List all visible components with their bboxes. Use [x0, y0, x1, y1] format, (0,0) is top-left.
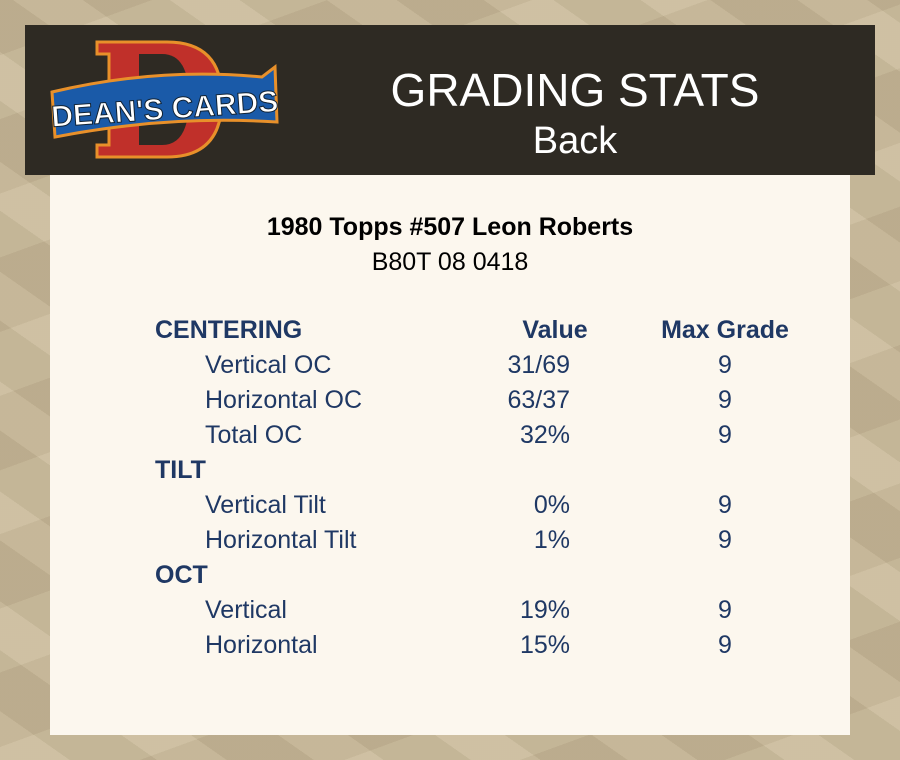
stat-label: Horizontal — [205, 631, 318, 659]
stat-label: Horizontal Tilt — [205, 526, 357, 554]
stat-max-grade: 9 — [718, 351, 732, 379]
stat-label: Total OC — [205, 421, 303, 449]
stat-label: Vertical — [205, 596, 287, 624]
stat-value: 32% — [519, 421, 570, 449]
section-header: CENTERING Value Max Grade — [50, 316, 850, 351]
stat-max-grade: 9 — [718, 386, 732, 414]
stat-max-grade: 9 — [718, 631, 732, 659]
card-code: B80T 08 0418 — [371, 248, 529, 276]
section-title: TILT — [155, 456, 206, 484]
stat-value: 63/37 — [507, 386, 570, 414]
stat-row: Total OC 32% 9 — [50, 421, 850, 456]
stat-max-grade: 9 — [718, 491, 732, 519]
value-column-header: Value — [522, 316, 588, 344]
page-title: GRADING STATS — [390, 64, 760, 116]
stats-panel: 1980 Topps #507 Leon Roberts B80T 08 041… — [50, 175, 850, 735]
stat-value: 0% — [533, 491, 570, 519]
stat-value: 15% — [519, 631, 570, 659]
stat-max-grade: 9 — [718, 526, 732, 554]
stat-max-grade: 9 — [718, 596, 732, 624]
section-header: TILT — [50, 456, 850, 491]
stat-value: 1% — [533, 526, 570, 554]
header: DEAN'S CARDS GRADING STATS Back — [25, 25, 875, 175]
section-header: OCT — [50, 561, 850, 596]
card-name: 1980 Topps #507 Leon Roberts — [266, 213, 634, 241]
stat-value: 31/69 — [507, 351, 570, 379]
page-subtitle: Back — [532, 120, 618, 162]
stat-label: Vertical Tilt — [205, 491, 326, 519]
stat-row: Vertical Tilt 0% 9 — [50, 491, 850, 526]
stat-value: 19% — [519, 596, 570, 624]
stat-row: Horizontal Tilt 1% 9 — [50, 526, 850, 561]
section-title: CENTERING — [155, 316, 303, 344]
stat-max-grade: 9 — [718, 421, 732, 449]
deans-cards-logo: DEAN'S CARDS — [50, 40, 280, 159]
stat-row: Horizontal OC 63/37 9 — [50, 386, 850, 421]
stat-row: Horizontal 15% 9 — [50, 631, 850, 666]
stat-label: Vertical OC — [205, 351, 332, 379]
stat-row: Vertical OC 31/69 9 — [50, 351, 850, 386]
stat-label: Horizontal OC — [205, 386, 362, 414]
max-grade-column-header: Max Grade — [661, 316, 789, 344]
section-title: OCT — [155, 561, 208, 589]
stat-row: Vertical 19% 9 — [50, 596, 850, 631]
